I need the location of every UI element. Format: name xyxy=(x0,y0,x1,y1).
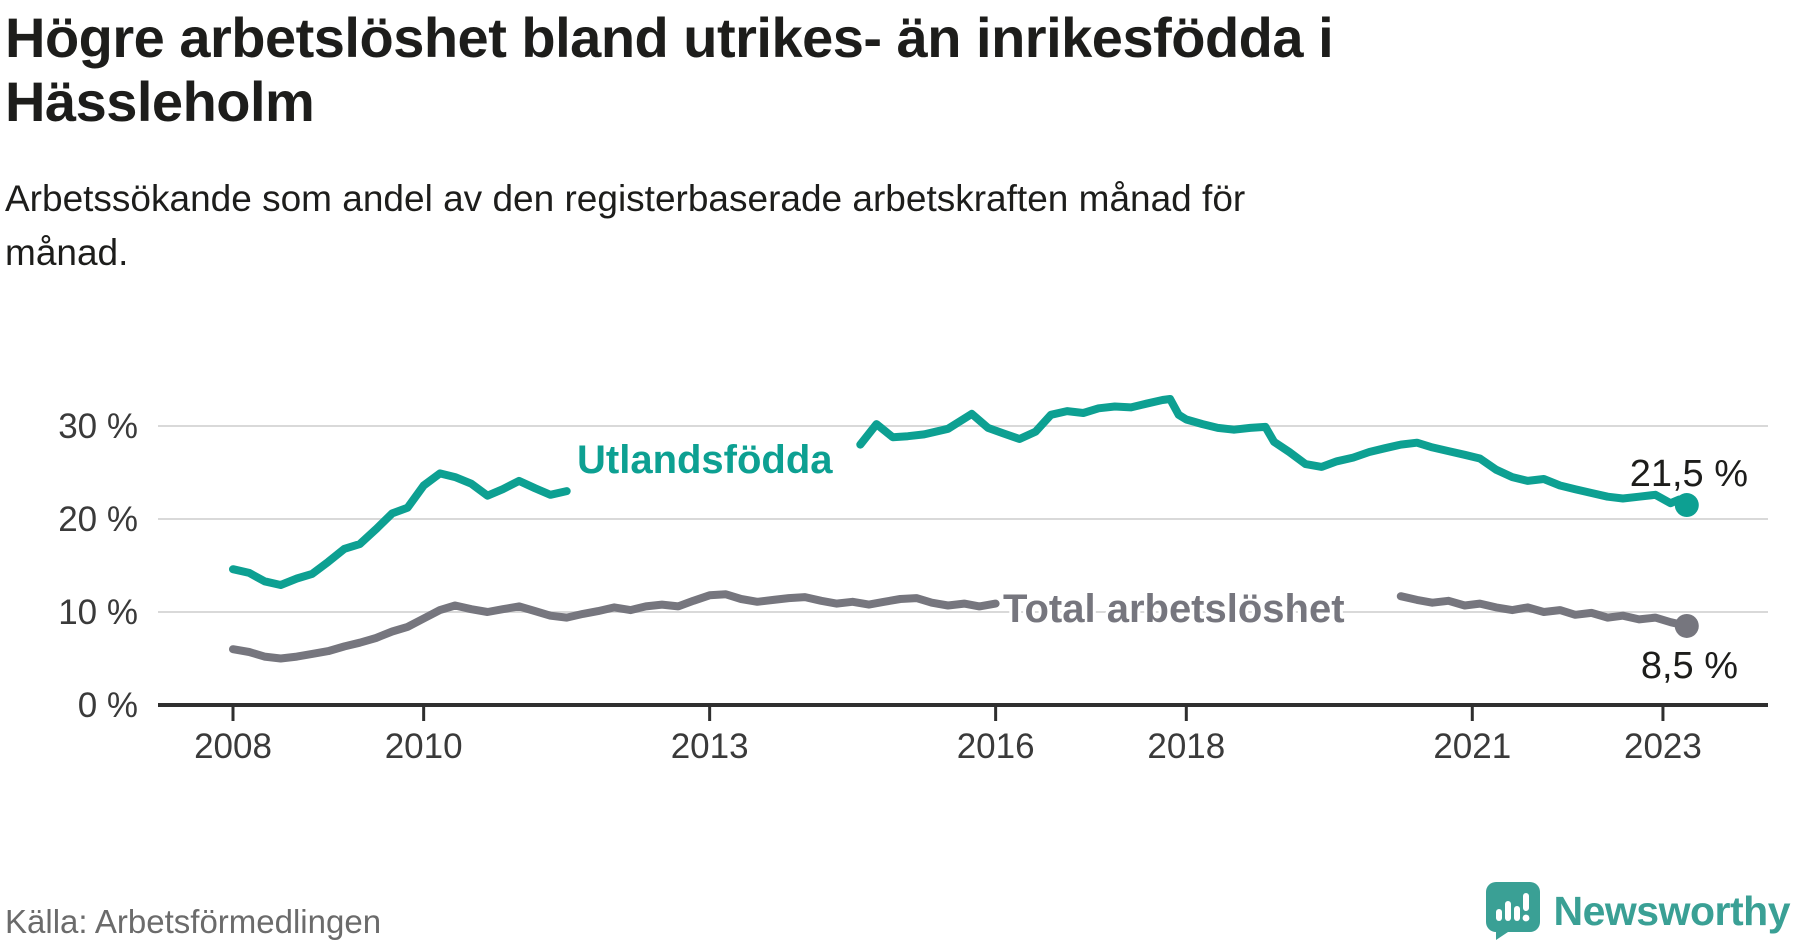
series-line-utlandsfodda xyxy=(229,395,1691,589)
source-note: Källa: Arbetsförmedlingen xyxy=(5,903,382,940)
page-title: Högre arbetslöshet bland utrikes- än inr… xyxy=(5,6,1785,134)
series-end-value-label: 21,5 % xyxy=(1630,453,1748,495)
brand-name: Newsworthy xyxy=(1553,887,1791,934)
subtitle-line-2: månad. xyxy=(5,232,129,273)
series-end-dot-utlandsfodda xyxy=(1674,493,1699,518)
y-axis-tick-label: 20 % xyxy=(58,500,138,539)
x-axis-tick-label: 2008 xyxy=(194,727,272,766)
subtitle-line-1: Arbetssökande som andel av den registerb… xyxy=(5,178,1246,219)
x-axis-tick-label: 2021 xyxy=(1433,727,1511,766)
x-axis-tick-label: 2023 xyxy=(1624,727,1702,766)
unemployment-line-chart: 0 % 10 % 20 % 30 % 2008 2010 2013 2016 2018 2021 2… xyxy=(58,395,1768,766)
x-axis-tick-label: 2013 xyxy=(671,727,749,766)
series-end-dot-total xyxy=(1674,613,1699,638)
y-axis-tick-label: 10 % xyxy=(58,593,138,632)
y-axis-tick-label: 0 % xyxy=(78,686,138,725)
series-label: Total arbetslöshet xyxy=(1003,587,1345,631)
x-axis-tick-label: 2018 xyxy=(1147,727,1225,766)
x-axis-tick-label: 2010 xyxy=(385,727,463,766)
title-line-1: Högre arbetslöshet bland utrikes- än inr… xyxy=(5,6,1334,69)
series-line-total xyxy=(229,590,1691,663)
y-axis-tick-label: 30 % xyxy=(58,407,138,446)
line-chart: 0 % 10 % 20 % 30 % 2008 2010 2013 2016 2018 2021 2… xyxy=(0,300,1800,780)
x-axis-tick-label: 2016 xyxy=(957,727,1035,766)
newsworthy-icon xyxy=(1485,882,1540,940)
title-line-2: Hässleholm xyxy=(5,70,315,133)
series-end-value-label: 8,5 % xyxy=(1641,645,1738,687)
series-label: Utlandsfödda xyxy=(577,438,833,482)
brand-logo: Newsworthy xyxy=(1485,882,1791,940)
chart-subtitle: Arbetssökande som andel av den registerb… xyxy=(5,172,1785,280)
